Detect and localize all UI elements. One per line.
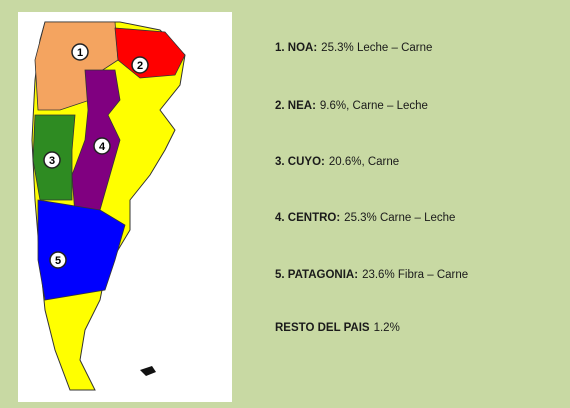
marker-label: 1 [77, 47, 83, 59]
marker-circle [131, 56, 149, 74]
marker-label: 4 [99, 141, 106, 153]
marker-label: 2 [137, 60, 143, 72]
item-label: 5. PATAGONIA: [275, 269, 359, 281]
item-text: 23.6% Fibra – Carne [362, 269, 469, 281]
item-label: 3. CUYO: [275, 156, 325, 168]
item-label: 2. NEA: [275, 100, 316, 112]
item-text: 25.3% Leche – Carne [321, 42, 433, 54]
legend-item: 2. NEA: 9.6%, Carne – Leche [275, 100, 428, 112]
item-label: 4. CENTRO: [275, 212, 341, 224]
legend-item: 3. CUYO: 20.6%, Carne [275, 156, 399, 168]
island [140, 366, 156, 376]
marker-label: 5 [55, 255, 61, 267]
item-text: 25.3% Carne – Leche [344, 212, 456, 224]
item-text: 9.6%, Carne – Leche [319, 100, 428, 112]
item-label: RESTO DEL PAIS [275, 322, 370, 334]
marker-circle [71, 43, 89, 61]
map-marker: 3 [43, 151, 61, 169]
item-label: 1. NOA: [275, 42, 318, 54]
legend-item: 5. PATAGONIA: 23.6% Fibra – Carne [275, 269, 468, 281]
map-marker: 4 [93, 137, 111, 155]
map-marker: 2 [131, 56, 149, 74]
marker-circle [49, 251, 67, 269]
marker-circle [43, 151, 61, 169]
marker-circle [93, 137, 111, 155]
map-marker: 5 [49, 251, 67, 269]
legend-item: RESTO DEL PAIS 1.2% [275, 322, 400, 334]
item-text: 1.2% [373, 322, 400, 334]
legend-item: 4. CENTRO: 25.3% Carne – Leche [275, 212, 455, 224]
item-text: 20.6%, Carne [328, 156, 400, 168]
map: 1 2 3 4 5 [18, 12, 232, 402]
marker-label: 3 [49, 155, 55, 167]
map-marker: 1 [71, 43, 89, 61]
region-patagonia [37, 199, 126, 301]
legend-item: 1. NOA: 25.3% Leche – Carne [275, 42, 432, 54]
